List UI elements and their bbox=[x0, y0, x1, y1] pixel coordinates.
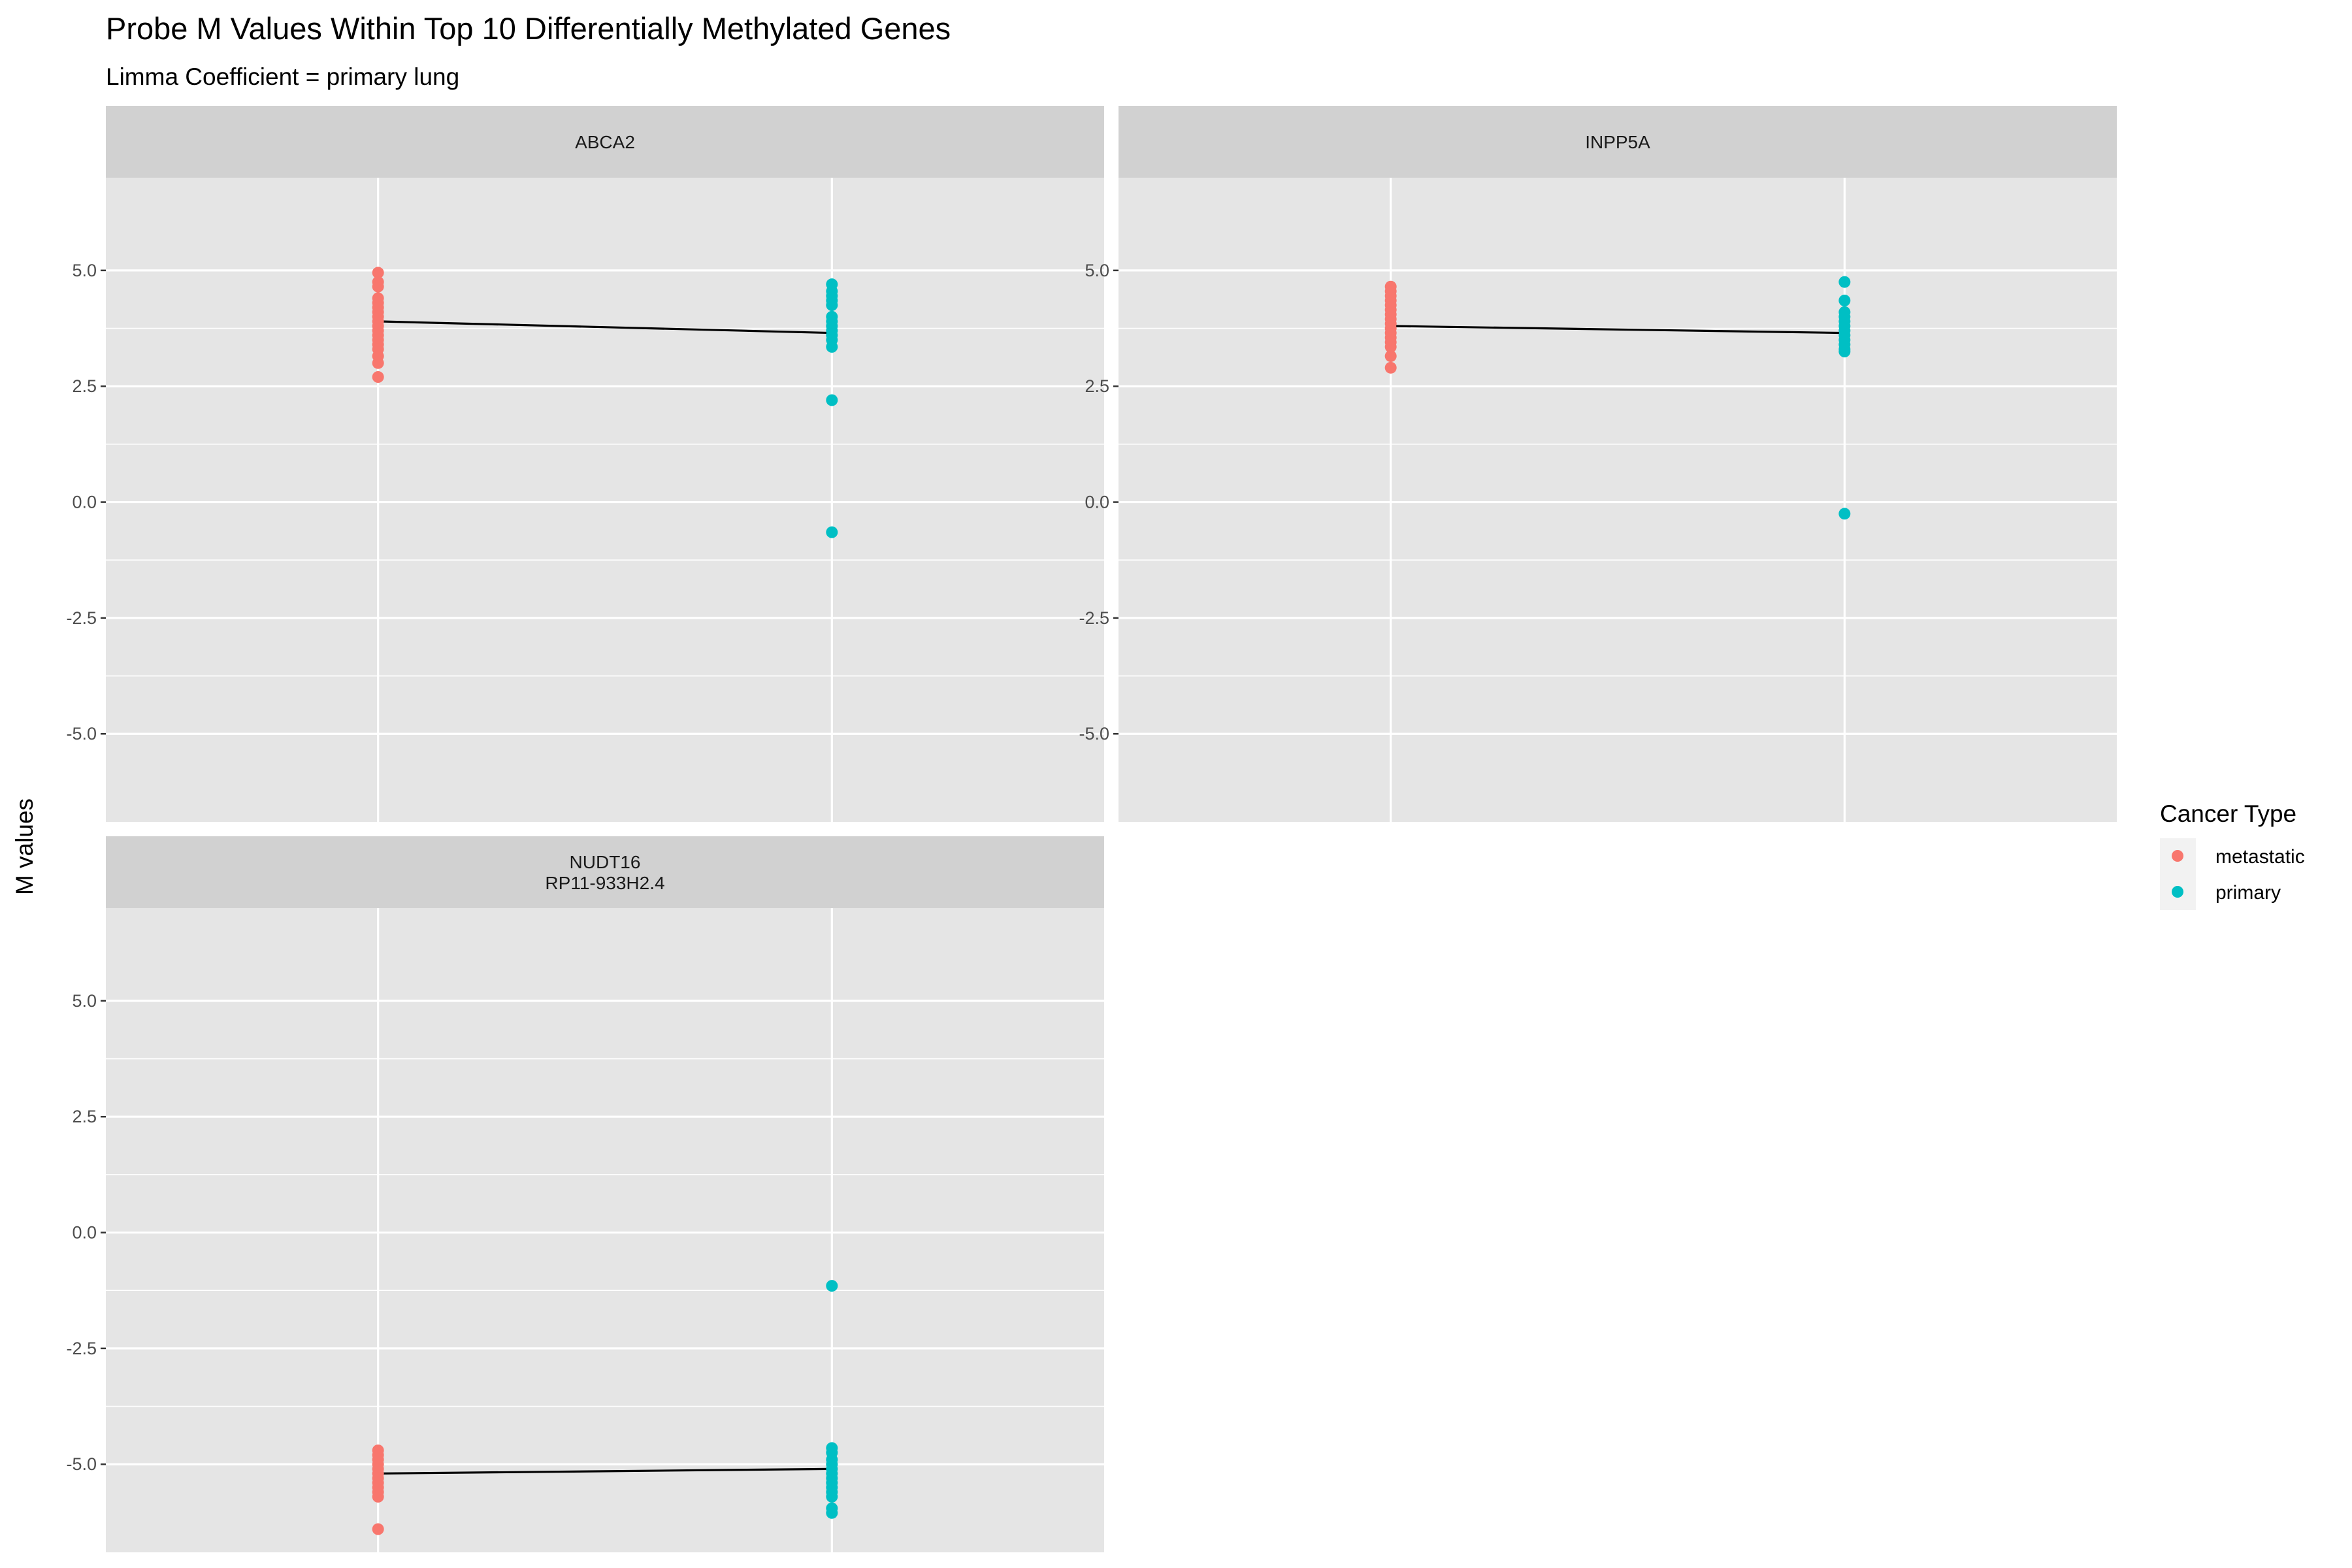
facet-strip bbox=[106, 106, 1104, 178]
facet-strip-label: INPP5A bbox=[1585, 132, 1650, 152]
y-tick-label: 0.0 bbox=[72, 493, 97, 512]
panel-background bbox=[106, 178, 1104, 822]
panel-background bbox=[106, 908, 1104, 1552]
y-tick-label: 2.5 bbox=[72, 376, 97, 396]
data-point-primary bbox=[1838, 508, 1851, 520]
y-tick-label: 0.0 bbox=[72, 1223, 97, 1243]
facet-panels: ABCA2 5.0 2.5 0.0 -2.5 -5.0 INPP5A 5.0 2.5 0.0 -2.… bbox=[66, 106, 2117, 1552]
y-tick-label: 5.0 bbox=[72, 991, 97, 1011]
data-point-metastatic bbox=[372, 1490, 384, 1503]
facet-strip-label: ABCA2 bbox=[575, 132, 635, 152]
y-tick-label: -2.5 bbox=[66, 1339, 97, 1358]
y-tick-label: -2.5 bbox=[66, 608, 97, 628]
mean-line bbox=[1390, 325, 1845, 335]
data-point-primary bbox=[826, 1280, 838, 1292]
facet-strip-label: RP11-933H2.4 bbox=[545, 873, 664, 893]
facet-strip-label: NUDT16 bbox=[570, 852, 641, 872]
data-point-primary bbox=[826, 1490, 838, 1503]
data-point-metastatic bbox=[372, 267, 384, 279]
chart-subtitle: Limma Coefficient = primary lung bbox=[106, 63, 459, 90]
data-point-metastatic bbox=[1384, 361, 1397, 374]
panel-background bbox=[1119, 178, 2117, 822]
data-point-metastatic bbox=[372, 357, 384, 369]
data-point-metastatic bbox=[1384, 340, 1397, 353]
data-point-metastatic bbox=[372, 1523, 384, 1535]
data-point-primary bbox=[826, 340, 838, 353]
y-tick-label: -5.0 bbox=[1079, 724, 1109, 743]
chart-title: Probe M Values Within Top 10 Differentia… bbox=[106, 11, 951, 46]
legend-swatch-metastatic bbox=[2172, 850, 2183, 862]
y-tick-label: 2.5 bbox=[72, 1107, 97, 1126]
y-axis-title: M values bbox=[11, 798, 38, 895]
y-tick-label: 5.0 bbox=[1085, 261, 1109, 280]
data-point-primary bbox=[826, 299, 838, 312]
facet-panel: ABCA2 5.0 2.5 0.0 -2.5 -5.0 bbox=[66, 106, 1104, 822]
facet-strip bbox=[1119, 106, 2117, 178]
facet-strip bbox=[106, 836, 1104, 908]
legend-label: primary bbox=[2215, 882, 2281, 904]
data-point-primary bbox=[826, 1507, 838, 1519]
y-tick-label: -5.0 bbox=[66, 1454, 97, 1474]
legend: Cancer Type metastatic primary bbox=[2160, 800, 2305, 910]
data-point-metastatic bbox=[372, 280, 384, 293]
data-point-primary bbox=[826, 394, 838, 406]
data-point-primary bbox=[826, 526, 838, 538]
y-tick-label: -2.5 bbox=[1079, 608, 1109, 628]
y-tick-label: 2.5 bbox=[1085, 376, 1109, 396]
y-tick-label: 0.0 bbox=[1085, 493, 1109, 512]
legend-swatch-primary bbox=[2172, 886, 2183, 898]
mean-line bbox=[378, 320, 832, 335]
mean-line bbox=[378, 1467, 832, 1475]
data-point-primary bbox=[1838, 346, 1851, 358]
facet-panel: INPP5A 5.0 2.5 0.0 -2.5 -5.0 bbox=[1079, 106, 2117, 822]
data-point-primary bbox=[1838, 294, 1851, 306]
y-tick-label: -5.0 bbox=[66, 724, 97, 743]
data-point-metastatic bbox=[1384, 350, 1397, 363]
legend-label: metastatic bbox=[2215, 846, 2305, 868]
data-point-primary bbox=[1838, 276, 1851, 288]
y-tick-label: 5.0 bbox=[72, 261, 97, 280]
data-point-metastatic bbox=[372, 371, 384, 384]
legend-title: Cancer Type bbox=[2160, 800, 2296, 827]
